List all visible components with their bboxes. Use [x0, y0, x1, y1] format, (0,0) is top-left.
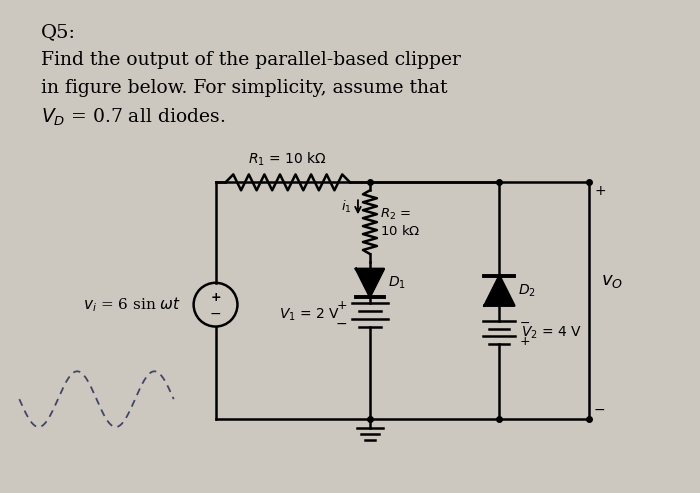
Text: $v_O$: $v_O$ — [601, 272, 623, 290]
Text: +: + — [594, 184, 606, 198]
Text: $R_1$ = 10 k$\Omega$: $R_1$ = 10 k$\Omega$ — [248, 151, 327, 169]
Polygon shape — [484, 276, 514, 306]
Text: Q5:: Q5: — [41, 23, 76, 41]
Text: −: − — [210, 307, 221, 320]
Text: $D_1$: $D_1$ — [388, 275, 406, 291]
Text: $V_2$ = 4 V: $V_2$ = 4 V — [522, 324, 582, 341]
Text: +: + — [337, 299, 347, 312]
Polygon shape — [356, 269, 384, 297]
Text: $v_i$ = 6 sin $\omega t$: $v_i$ = 6 sin $\omega t$ — [83, 295, 181, 314]
Text: +: + — [519, 335, 530, 348]
Text: $D_2$: $D_2$ — [518, 282, 536, 299]
Text: −: − — [594, 403, 606, 417]
Text: $R_2$ =
10 k$\Omega$: $R_2$ = 10 k$\Omega$ — [380, 207, 420, 238]
Text: $V_1$ = 2 V: $V_1$ = 2 V — [279, 307, 340, 323]
Text: $V_D$ = 0.7 all diodes.: $V_D$ = 0.7 all diodes. — [41, 107, 225, 128]
Text: −: − — [335, 317, 347, 331]
Text: +: + — [210, 291, 220, 304]
Text: Find the output of the parallel-based clipper: Find the output of the parallel-based cl… — [41, 51, 461, 69]
Text: in figure below. For simplicity, assume that: in figure below. For simplicity, assume … — [41, 79, 448, 97]
Text: −: − — [519, 317, 530, 330]
Text: $i_1$: $i_1$ — [342, 199, 352, 215]
